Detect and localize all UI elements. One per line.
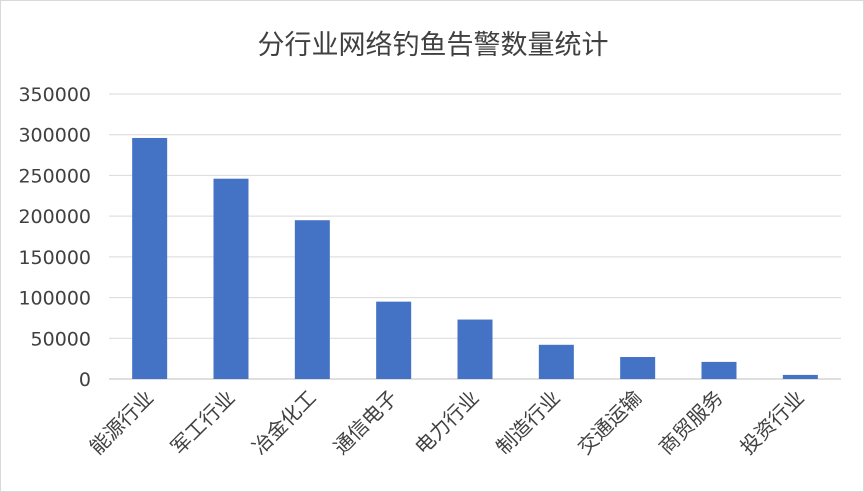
bar <box>782 374 818 379</box>
x-category-label: 能源行业 <box>85 386 159 460</box>
x-category-label: 商贸服务 <box>654 386 728 460</box>
y-tick-label: 150000 <box>18 247 91 269</box>
bar <box>294 220 330 379</box>
y-tick-label: 100000 <box>18 288 91 310</box>
y-tick-label: 250000 <box>18 165 91 187</box>
x-category-label: 投资行业 <box>735 386 809 460</box>
bar <box>132 137 168 379</box>
bar <box>376 301 412 379</box>
bar <box>701 361 737 379</box>
y-tick-label: 350000 <box>18 84 91 106</box>
bar <box>538 344 574 379</box>
x-category-label: 电力行业 <box>410 386 484 460</box>
x-category-label: 军工行业 <box>166 386 240 460</box>
x-category-label: 冶金化工 <box>247 386 321 460</box>
y-tick-label: 50000 <box>31 328 91 350</box>
bar <box>457 319 493 379</box>
y-tick-label: 200000 <box>18 206 91 228</box>
x-category-label: 制造行业 <box>491 386 565 460</box>
bar <box>213 178 249 379</box>
x-category-label: 通信电子 <box>329 386 403 460</box>
x-category-label: 交通运输 <box>573 386 647 460</box>
bar <box>620 357 656 379</box>
chart-title: 分行业网络钓鱼告警数量统计 <box>257 30 609 61</box>
y-tick-label: 0 <box>79 369 91 391</box>
y-tick-label: 300000 <box>18 125 91 147</box>
